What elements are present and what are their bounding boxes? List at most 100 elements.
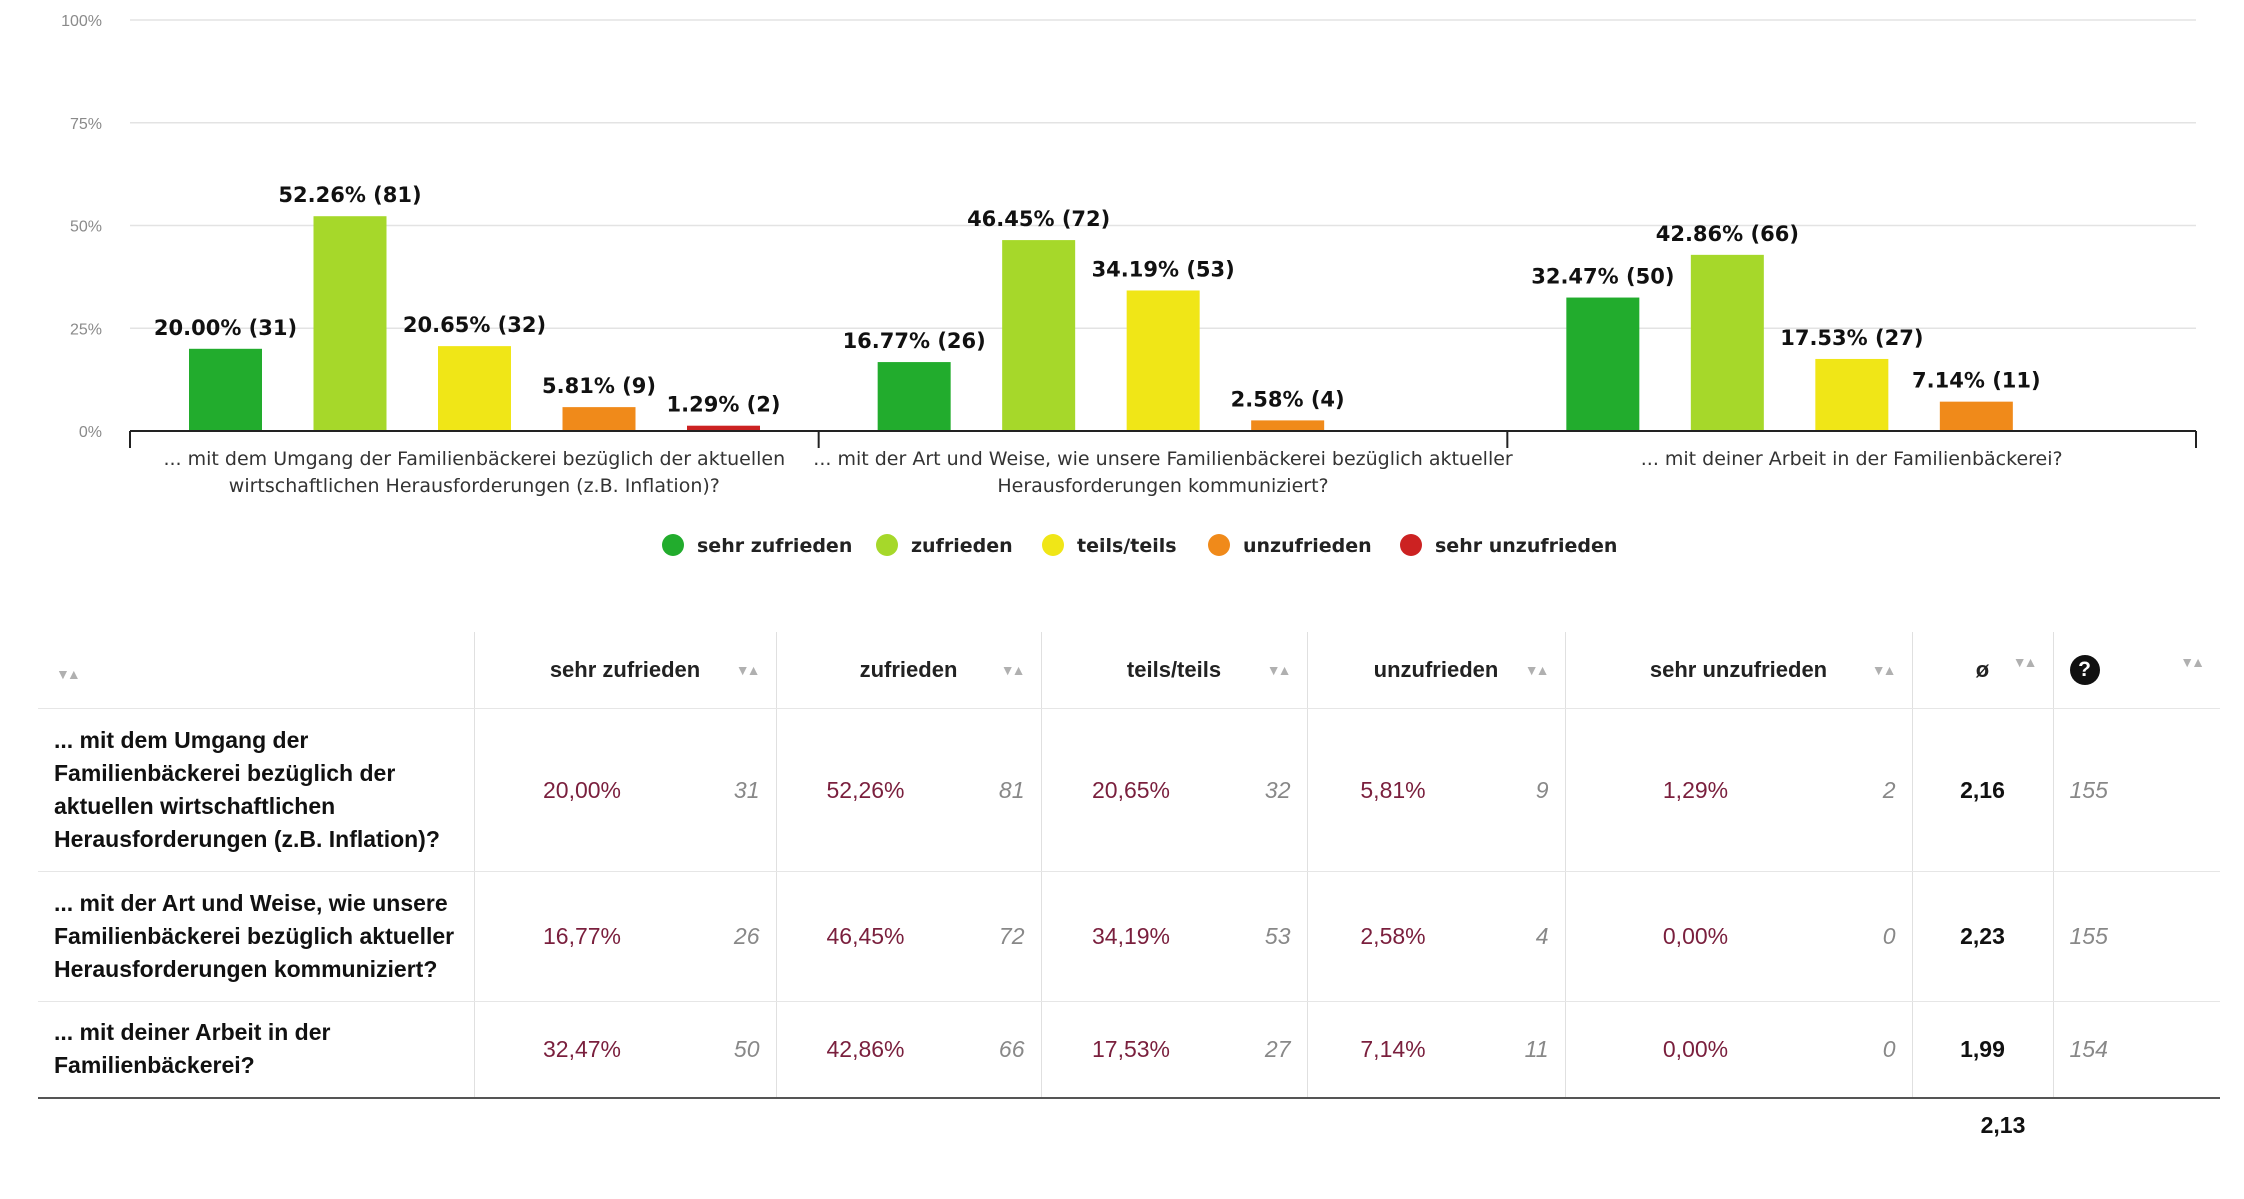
column-header-label: sehr unzufrieden [1649,657,1828,682]
value-cell: 16,77% 26 [474,871,777,1002]
chart-legend: sehr zufrieden zufrieden teils/teils unzufr… [662,534,1617,557]
question-cell: ... mit deiner Arbeit in der Familienbäc… [38,1001,475,1099]
legend-marker [1208,534,1230,556]
value-pair: 32,47% 50 [475,1036,776,1063]
count-value: 0 [1882,923,1896,949]
category-label: ... mit deiner Arbeit in der Familienbäc… [1641,448,2063,470]
count-value: 4 [1535,923,1549,949]
bar[interactable] [1126,290,1200,431]
value-cell: 2,58% 4 [1307,871,1566,1002]
sort-icon[interactable]: ▼▲ [2012,654,2038,670]
column-header: zufrieden ▼▲ [776,632,1042,709]
value-pair: 34,19% 53 [1042,923,1307,950]
percent-value: 17,53% [1091,1035,1170,1062]
y-tick-label: 100% [61,13,102,30]
column-header-label: sehr zufrieden [549,657,701,682]
value-cell: 46,45% 72 [776,871,1042,1002]
value-pair: 20,00% 31 [475,777,776,804]
average-value: 2,23 [1912,871,2054,1002]
data-label: 20.00% (31) [154,316,297,340]
column-header: unzufrieden ▼▲ [1307,632,1566,709]
data-label: 1.29% (2) [667,393,781,417]
column-header-label: teils/teils [1126,657,1222,682]
table-row: ... mit dem Umgang der Familienbäckerei … [38,708,2220,872]
count-value: 26 [733,923,760,949]
bar[interactable] [877,362,951,431]
legend-label[interactable]: zufrieden [911,535,1013,557]
y-tick-label: 0% [79,424,102,441]
percent-value: 0,00% [1662,923,1729,949]
bar[interactable] [687,425,760,431]
bar[interactable] [1002,240,1076,431]
legend-marker [876,534,898,556]
value-pair: 0,00% 0 [1566,1036,1912,1063]
legend-label[interactable]: sehr unzufrieden [1435,535,1617,557]
sort-icon[interactable]: ▼▲ [1524,662,1550,678]
value-cell: 42,86% 66 [776,1001,1042,1099]
percent-value: 42,86% [826,1035,905,1062]
legend-label[interactable]: unzufrieden [1243,535,1372,557]
sort-icon[interactable]: ▼▲ [735,662,761,678]
value-pair: 1,29% 2 [1566,777,1912,804]
table-header-row: ▼▲ sehr zufrieden ▼▲ zufrieden ▼▲ teils/te… [38,632,2220,709]
value-pair: 17,53% 27 [1042,1036,1307,1063]
count-value: 2 [1882,776,1896,803]
average-value: 2,16 [1912,708,2054,872]
count-value: 31 [733,776,760,803]
bar[interactable] [438,346,511,431]
data-label: 34.19% (53) [1092,257,1235,281]
question-icon[interactable]: ? [2069,655,2100,685]
value-pair: 16,77% 26 [475,923,776,950]
data-label: 32.47% (50) [1531,265,1674,289]
value-pair: 42,86% 66 [777,1036,1041,1063]
percent-value: 16,77% [542,923,621,949]
bar[interactable] [1251,420,1325,431]
sort-icon[interactable]: ▼▲ [2180,654,2205,670]
bar[interactable] [189,348,262,431]
column-header-label: unzufrieden [1373,657,1499,682]
percent-value: 2,58% [1360,923,1426,949]
average-value: 1,99 [1912,1001,2054,1099]
data-label: 42.86% (66) [1656,222,1799,246]
value-cell: 0,00% 0 [1565,1001,1913,1099]
bar[interactable] [1566,297,1640,431]
y-tick-label: 50% [70,219,102,236]
total-header: ? ▼▲ [2053,632,2220,709]
sort-icon[interactable]: ▼▲ [56,666,81,682]
overall-average: 2,13 [1980,1112,2026,1138]
count-value: 72 [998,923,1025,949]
sort-icon[interactable]: ▼▲ [1266,662,1292,678]
percent-value: 46,45% [826,923,905,949]
total-responses: 155 [2053,708,2220,872]
percent-value: 5,81% [1360,776,1426,803]
average-header-label: ø [1975,657,1990,682]
sort-icon[interactable]: ▼▲ [1000,662,1026,678]
category-label: ... mit der Art und Weise, wie unsere Fa… [813,448,1513,470]
percent-value: 20,00% [542,776,621,803]
data-label: 5.81% (9) [542,374,656,398]
sort-icon[interactable]: ▼▲ [1871,662,1897,678]
count-value: 66 [998,1035,1025,1062]
value-cell: 17,53% 27 [1041,1001,1308,1099]
data-label: 46.45% (72) [967,207,1110,231]
percent-value: 7,14% [1360,1035,1426,1062]
value-cell: 20,00% 31 [474,708,777,872]
percent-value: 34,19% [1091,923,1170,949]
question-cell: ... mit der Art und Weise, wie unsere Fa… [38,871,475,1002]
bar[interactable] [1815,358,1889,431]
percent-value: 1,29% [1662,776,1729,803]
percent-value: 52,26% [826,776,905,803]
legend-label[interactable]: teils/teils [1077,535,1177,557]
bar-chart: 0%25%50%75%100% 20.00% (31)52.26% (81)20… [61,13,2197,557]
percent-value: 0,00% [1662,1035,1729,1062]
value-pair: 7,14% 11 [1308,1036,1565,1063]
column-header: sehr zufrieden ▼▲ [474,632,777,709]
bar[interactable] [562,407,636,431]
legend-label[interactable]: sehr zufrieden [697,535,852,557]
bar[interactable] [1690,254,1764,431]
bar[interactable] [313,216,387,431]
bar[interactable] [1939,401,2013,431]
value-pair: 0,00% 0 [1566,923,1912,950]
count-value: 0 [1882,1035,1896,1062]
y-tick-label: 25% [70,321,102,338]
